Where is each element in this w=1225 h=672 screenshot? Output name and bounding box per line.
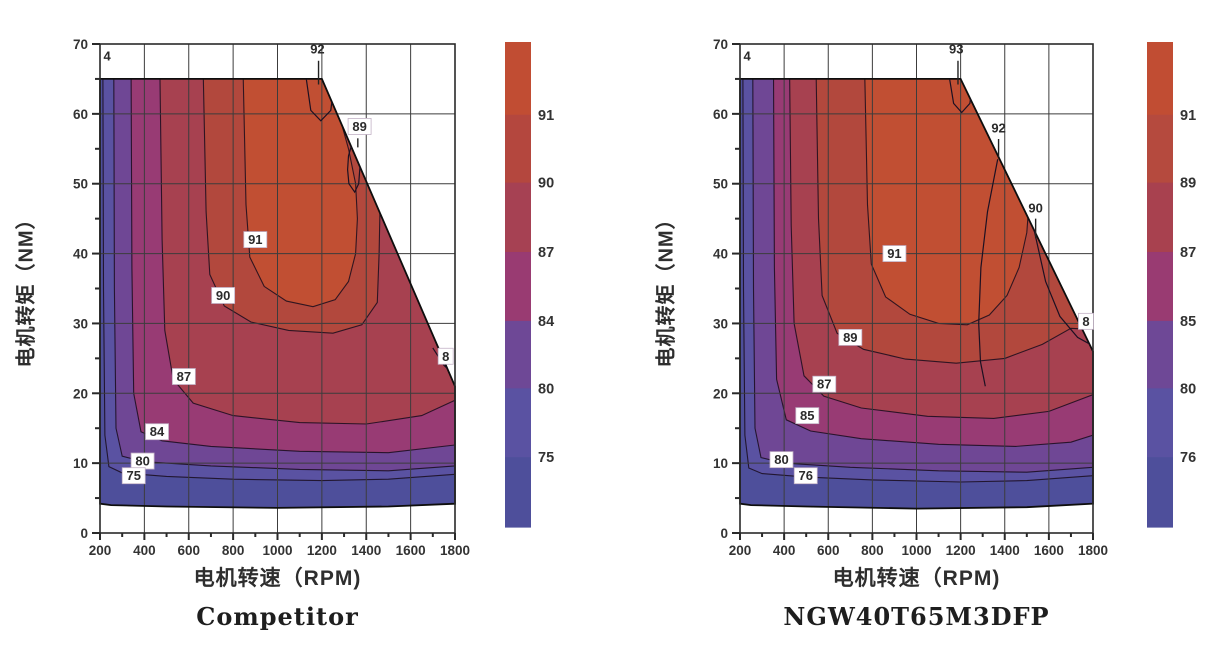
plot-0: 200 400 600 800 1000 1200 1400 1600 1800 0 10 20 30 4… [73,37,554,558]
colorbar: 91 90 87 84 80 75 [505,42,554,528]
svg-text:1800: 1800 [440,543,470,558]
svg-text:40: 40 [713,247,728,262]
svg-text:20: 20 [713,386,728,401]
svg-text:80: 80 [538,381,554,397]
svg-text:90: 90 [1028,201,1042,216]
contour-bands [740,78,1093,509]
svg-text:91: 91 [887,246,901,261]
svg-text:89: 89 [843,330,857,345]
svg-text:93: 93 [949,41,963,56]
svg-text:75: 75 [538,450,554,466]
y-axis-label-competitor: 电机转矩（NM） [15,208,38,368]
x-axis-label-ngw: 电机转速（RPM) [832,567,1001,590]
svg-text:85: 85 [800,408,814,423]
svg-text:60: 60 [713,107,728,122]
svg-text:89: 89 [352,119,366,134]
tick-labels: 200 400 600 800 1000 1200 1400 1600 1800 0 10 20 30 4… [713,37,1108,558]
svg-text:30: 30 [713,316,728,331]
svg-text:10: 10 [73,456,88,471]
svg-text:1600: 1600 [1034,543,1064,558]
svg-text:91: 91 [538,108,554,124]
svg-text:200: 200 [729,543,752,558]
svg-text:90: 90 [538,176,554,192]
axis-ticks [732,43,1094,540]
svg-text:800: 800 [222,543,245,558]
svg-text:10: 10 [713,456,728,471]
svg-text:70: 70 [73,37,88,52]
chart-title-ngw: NGW40T65M3DFP [783,602,1050,631]
svg-text:4: 4 [103,48,111,63]
svg-text:1400: 1400 [351,543,381,558]
contour-bands [100,78,455,508]
svg-text:50: 50 [713,177,728,192]
svg-text:76: 76 [1180,450,1196,466]
svg-text:400: 400 [773,543,796,558]
svg-text:87: 87 [177,369,191,384]
svg-text:84: 84 [150,424,165,439]
svg-text:8: 8 [442,349,449,364]
chart-title-competitor: Competitor [196,602,359,631]
svg-text:8: 8 [1082,314,1089,329]
svg-text:87: 87 [817,377,831,392]
x-axis-label-competitor: 电机转速（RPM) [193,567,362,590]
svg-text:0: 0 [80,526,88,541]
svg-text:91: 91 [1180,108,1196,124]
svg-text:87: 87 [538,245,554,261]
svg-text:400: 400 [133,543,156,558]
svg-text:50: 50 [73,177,88,192]
svg-text:80: 80 [135,454,149,469]
svg-text:91: 91 [248,232,262,247]
svg-text:0: 0 [720,526,728,541]
svg-text:85: 85 [1180,314,1196,330]
svg-text:76: 76 [799,468,813,483]
svg-text:92: 92 [991,120,1005,135]
tick-labels: 200 400 600 800 1000 1200 1400 1600 1800 0 10 20 30 4… [73,37,470,558]
svg-text:87: 87 [1180,245,1196,261]
svg-text:600: 600 [177,543,200,558]
svg-text:1400: 1400 [990,543,1020,558]
svg-text:1800: 1800 [1078,543,1108,558]
svg-text:1000: 1000 [262,543,292,558]
svg-text:89: 89 [1180,176,1196,192]
axis-ticks [92,43,456,540]
svg-text:40: 40 [73,247,88,262]
svg-text:1600: 1600 [396,543,426,558]
svg-text:1200: 1200 [307,543,337,558]
svg-text:84: 84 [538,314,554,330]
svg-text:60: 60 [73,107,88,122]
svg-text:30: 30 [73,316,88,331]
svg-text:200: 200 [89,543,112,558]
svg-text:600: 600 [817,543,840,558]
svg-text:70: 70 [713,37,728,52]
plot-1: 200 400 600 800 1000 1200 1400 1600 1800 0 10 20 30 4… [713,37,1196,558]
svg-text:90: 90 [216,288,230,303]
svg-text:80: 80 [774,452,788,467]
colorbar: 91 89 87 85 80 76 [1147,42,1196,528]
svg-text:92: 92 [310,41,324,56]
contour-labels: 93 92 90 91 89 87 85 80 76 8 4 [743,41,1094,485]
y-axis-label-ngw: 电机转矩（NM） [655,208,678,368]
svg-text:1000: 1000 [901,543,931,558]
svg-text:800: 800 [861,543,884,558]
svg-text:1200: 1200 [946,543,976,558]
svg-text:80: 80 [1180,381,1196,397]
svg-text:20: 20 [73,386,88,401]
svg-text:75: 75 [126,468,140,483]
svg-text:4: 4 [743,48,751,63]
